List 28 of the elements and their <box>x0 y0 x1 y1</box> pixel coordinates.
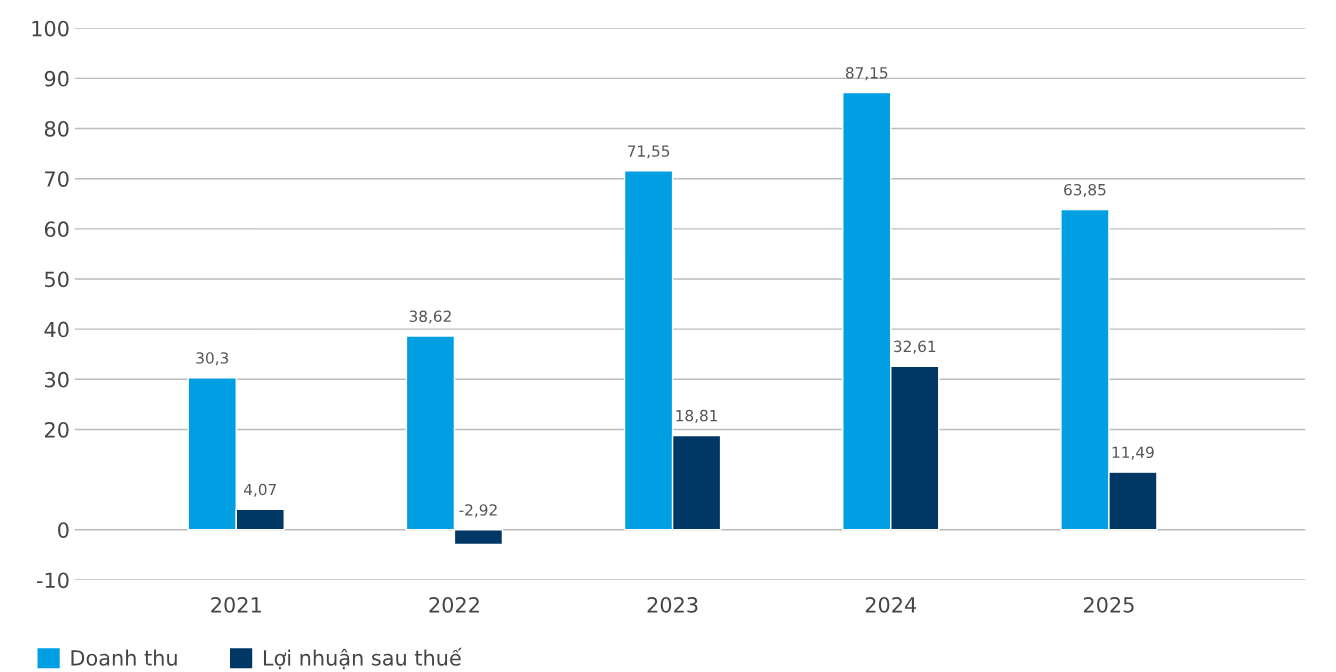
x-tick-label: 2025 <box>1083 596 1134 613</box>
legend-label: Lợi nhuận sau thuế <box>263 647 462 670</box>
data-label: 11,49 <box>1112 446 1154 460</box>
data-label: 71,55 <box>627 145 670 159</box>
y-tick-label: 30 <box>45 371 69 388</box>
y-tick-label: 80 <box>44 120 69 137</box>
y-tick-label: -10 <box>36 572 69 589</box>
data-label: 38,62 <box>409 310 451 324</box>
legend-label: Doanh thu <box>71 649 177 666</box>
data-label: 87,15 <box>845 67 888 81</box>
y-tick-label: 70 <box>45 171 69 187</box>
data-label: 30,3 <box>196 352 229 366</box>
y-tick-label: 90 <box>44 70 69 87</box>
y-tick-label: 60 <box>44 221 69 238</box>
data-label: 63,85 <box>1064 183 1106 198</box>
y-tick-label: 50 <box>45 271 69 288</box>
x-tick-label: 2022 <box>429 596 479 613</box>
x-tick-label: 2021 <box>211 596 261 613</box>
data-label: 4,07 <box>244 483 276 497</box>
x-tick-label: 2023 <box>647 596 698 613</box>
y-tick-label: 40 <box>44 321 69 338</box>
y-tick-label: 0 <box>58 522 69 538</box>
data-label: -2,92 <box>459 504 497 518</box>
y-tick-label: 20 <box>44 421 69 438</box>
data-label: 32,61 <box>894 340 936 354</box>
data-label: 18,81 <box>676 409 718 423</box>
x-tick-label: 2024 <box>865 596 917 613</box>
y-tick-label: 100 <box>32 20 69 37</box>
